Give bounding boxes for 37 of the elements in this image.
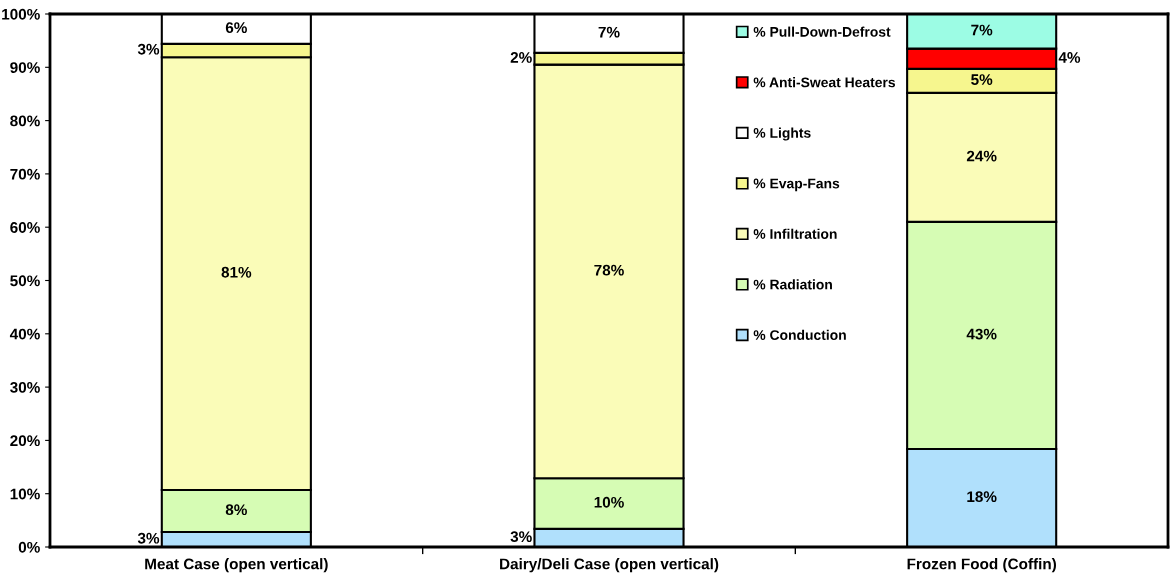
x-tick-label: Meat Case (open vertical) [145,558,328,573]
legend-label: % Infiltration [753,228,837,239]
legend-label: % Anti-Sweat Heaters [753,77,896,88]
data-label: 81% [221,266,252,278]
y-tick-label: 10% [10,488,40,500]
data-label: 7% [971,24,993,36]
y-tick-label: 80% [10,115,40,127]
y-tick-label: 20% [10,435,40,447]
data-label: 2% [510,52,532,63]
y-tick-label: 70% [10,168,40,180]
y-tick-label: 100% [2,8,40,20]
y-tick-label: 90% [10,62,40,73]
data-label: 3% [137,532,160,544]
data-label: 5% [971,74,993,85]
x-tick-label: Dairy/Deli Case (open vertical) [500,558,719,573]
legend-label: % Conduction [753,329,846,340]
legend-label: % Lights [753,127,811,141]
y-tick-label: 0% [18,541,40,553]
data-label: 43% [966,328,997,340]
y-tick-label: 60% [10,222,40,233]
data-label: 8% [225,504,247,516]
y-tick-label: 30% [10,381,40,393]
y-tick-label: 50% [10,275,40,287]
data-label: 10% [594,496,624,508]
data-label: 3% [510,531,532,543]
x-tick-label: Frozen Food (Coffin) [907,558,1057,573]
data-label: 4% [1058,52,1081,63]
data-label: 18% [967,491,997,503]
legend-label: % Pull-Down-Defrost [753,26,891,37]
legend-label: % Evap-Fans [753,178,840,192]
data-label: 24% [966,150,997,162]
data-label: 3% [137,43,160,55]
data-label: 7% [598,26,620,38]
y-tick-label: 40% [9,328,40,340]
legend-label: % Radiation [753,279,832,290]
data-label: 6% [225,22,247,34]
data-label: 78% [594,264,624,276]
